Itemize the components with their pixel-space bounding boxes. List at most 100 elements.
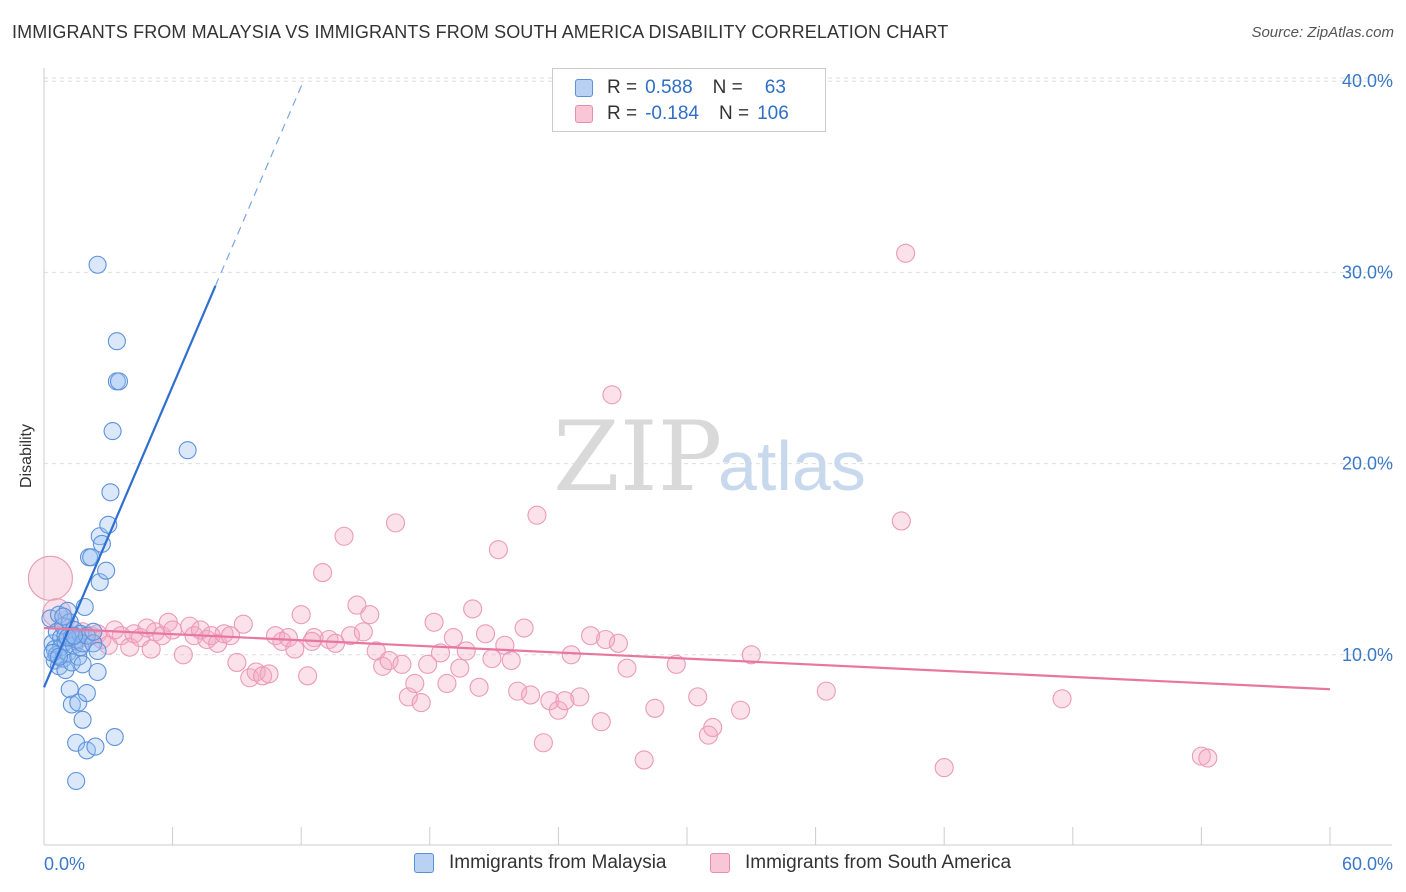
south-america-point xyxy=(482,649,502,669)
axes xyxy=(43,68,1392,846)
south-america-point xyxy=(896,243,916,263)
south-america-point xyxy=(430,643,451,663)
malaysia-point xyxy=(88,662,107,682)
south-america-point xyxy=(508,681,528,701)
south-america-point xyxy=(298,666,318,686)
legend-row-malaysia: R = 0.588 N = 63 xyxy=(575,77,786,99)
south-america-point xyxy=(405,673,425,694)
malaysia-point xyxy=(54,607,73,626)
south-america-point xyxy=(259,664,279,684)
x-tick-label: 0.0% xyxy=(44,854,85,874)
malaysia-point xyxy=(103,422,122,441)
south-america-point xyxy=(570,687,590,707)
malaysia-point xyxy=(97,561,116,580)
south-america-point xyxy=(555,691,575,711)
r-value: 0.588 xyxy=(645,77,693,98)
tick-labels: 10.0% 20.0% 30.0% 40.0% 0.0% 60.0% xyxy=(44,71,1393,874)
south-america-point xyxy=(741,645,761,665)
malaysia-point xyxy=(84,622,103,641)
south-america-point xyxy=(27,555,73,601)
south-america-points xyxy=(27,243,1218,778)
south-america-point xyxy=(443,628,463,648)
south-america-point xyxy=(608,633,628,653)
south-america-trend-line xyxy=(43,626,1331,691)
y-tick-label: 30.0% xyxy=(1342,262,1393,282)
malaysia-point xyxy=(67,771,86,791)
south-america-point xyxy=(340,626,361,646)
malaysia-point xyxy=(88,641,107,661)
malaysia-point xyxy=(73,710,92,729)
y-tick-label: 10.0% xyxy=(1342,645,1393,665)
south-america-point xyxy=(214,624,234,644)
south-america-point xyxy=(424,612,444,632)
malaysia-trend-line xyxy=(42,285,217,688)
south-america-point xyxy=(533,733,553,753)
y-tick-label: 40.0% xyxy=(1342,71,1393,91)
source-label: Source: ZipAtlas.com xyxy=(1251,24,1394,41)
chart-title: IMMIGRANTS FROM MALAYSIA VS IMMIGRANTS F… xyxy=(12,22,949,42)
malaysia-point xyxy=(73,655,92,674)
south-america-point xyxy=(591,712,611,732)
bottom-legend-south-america: Immigrants from South America xyxy=(710,852,1011,874)
malaysia-point xyxy=(77,683,96,703)
south-america-point xyxy=(456,641,476,661)
south-america-point xyxy=(596,629,616,650)
n-label: N = xyxy=(712,77,743,98)
malaysia-point xyxy=(178,441,197,460)
malaysia-point xyxy=(105,727,124,747)
south-america-point xyxy=(418,654,438,674)
south-america-point xyxy=(173,645,193,665)
south-america-point xyxy=(520,685,541,705)
malaysia-point xyxy=(67,733,86,752)
malaysia-points xyxy=(41,255,197,791)
south-america-point xyxy=(291,605,311,625)
south-america-point xyxy=(285,639,305,659)
malaysia-point xyxy=(88,255,107,274)
south-america-point xyxy=(278,628,298,648)
n-value: 63 xyxy=(764,77,786,98)
south-america-point xyxy=(561,645,581,665)
south-america-point xyxy=(469,677,489,697)
malaysia-point xyxy=(60,680,79,699)
malaysia-trend-extension xyxy=(214,80,304,287)
bottom-legend-malaysia: Immigrants from Malaysia xyxy=(414,852,667,874)
south-america-point xyxy=(816,681,836,701)
south-america-point xyxy=(411,693,431,713)
malaysia-point xyxy=(107,332,126,351)
n-label: N = xyxy=(718,103,750,124)
south-america-point xyxy=(634,750,654,770)
malaysia-point xyxy=(86,737,105,756)
malaysia-point xyxy=(62,695,81,714)
r-label: R = xyxy=(607,103,638,124)
legend-label: Immigrants from South America xyxy=(745,852,1012,873)
south-america-point xyxy=(488,540,508,560)
r-label: R = xyxy=(607,77,638,98)
south-america-point xyxy=(688,687,708,707)
south-america-swatch xyxy=(710,853,730,873)
south-america-point xyxy=(334,526,354,546)
south-america-point xyxy=(645,698,665,718)
south-america-point xyxy=(463,599,483,619)
south-america-point xyxy=(548,700,568,720)
watermark-zip: ZIP xyxy=(553,401,722,513)
south-america-point xyxy=(703,717,723,738)
grid-lines xyxy=(44,77,1392,656)
south-america-point xyxy=(353,622,373,642)
south-america-point xyxy=(1198,748,1218,768)
south-america-point xyxy=(475,624,496,644)
south-america-point xyxy=(934,758,954,778)
south-america-point xyxy=(1191,746,1211,766)
south-america-point xyxy=(437,673,457,694)
south-america-point xyxy=(580,626,601,646)
south-america-point xyxy=(379,650,399,671)
r-value: -0.184 xyxy=(645,103,699,124)
south-america-point xyxy=(602,385,622,405)
south-america-point xyxy=(1052,689,1072,709)
south-america-point xyxy=(385,513,406,533)
bottom-legend: Immigrants from Malaysia Immigrants from… xyxy=(0,852,1406,878)
south-america-point xyxy=(450,658,470,678)
malaysia-point xyxy=(90,573,109,592)
malaysia-swatch xyxy=(414,853,434,873)
south-america-point xyxy=(731,700,751,720)
